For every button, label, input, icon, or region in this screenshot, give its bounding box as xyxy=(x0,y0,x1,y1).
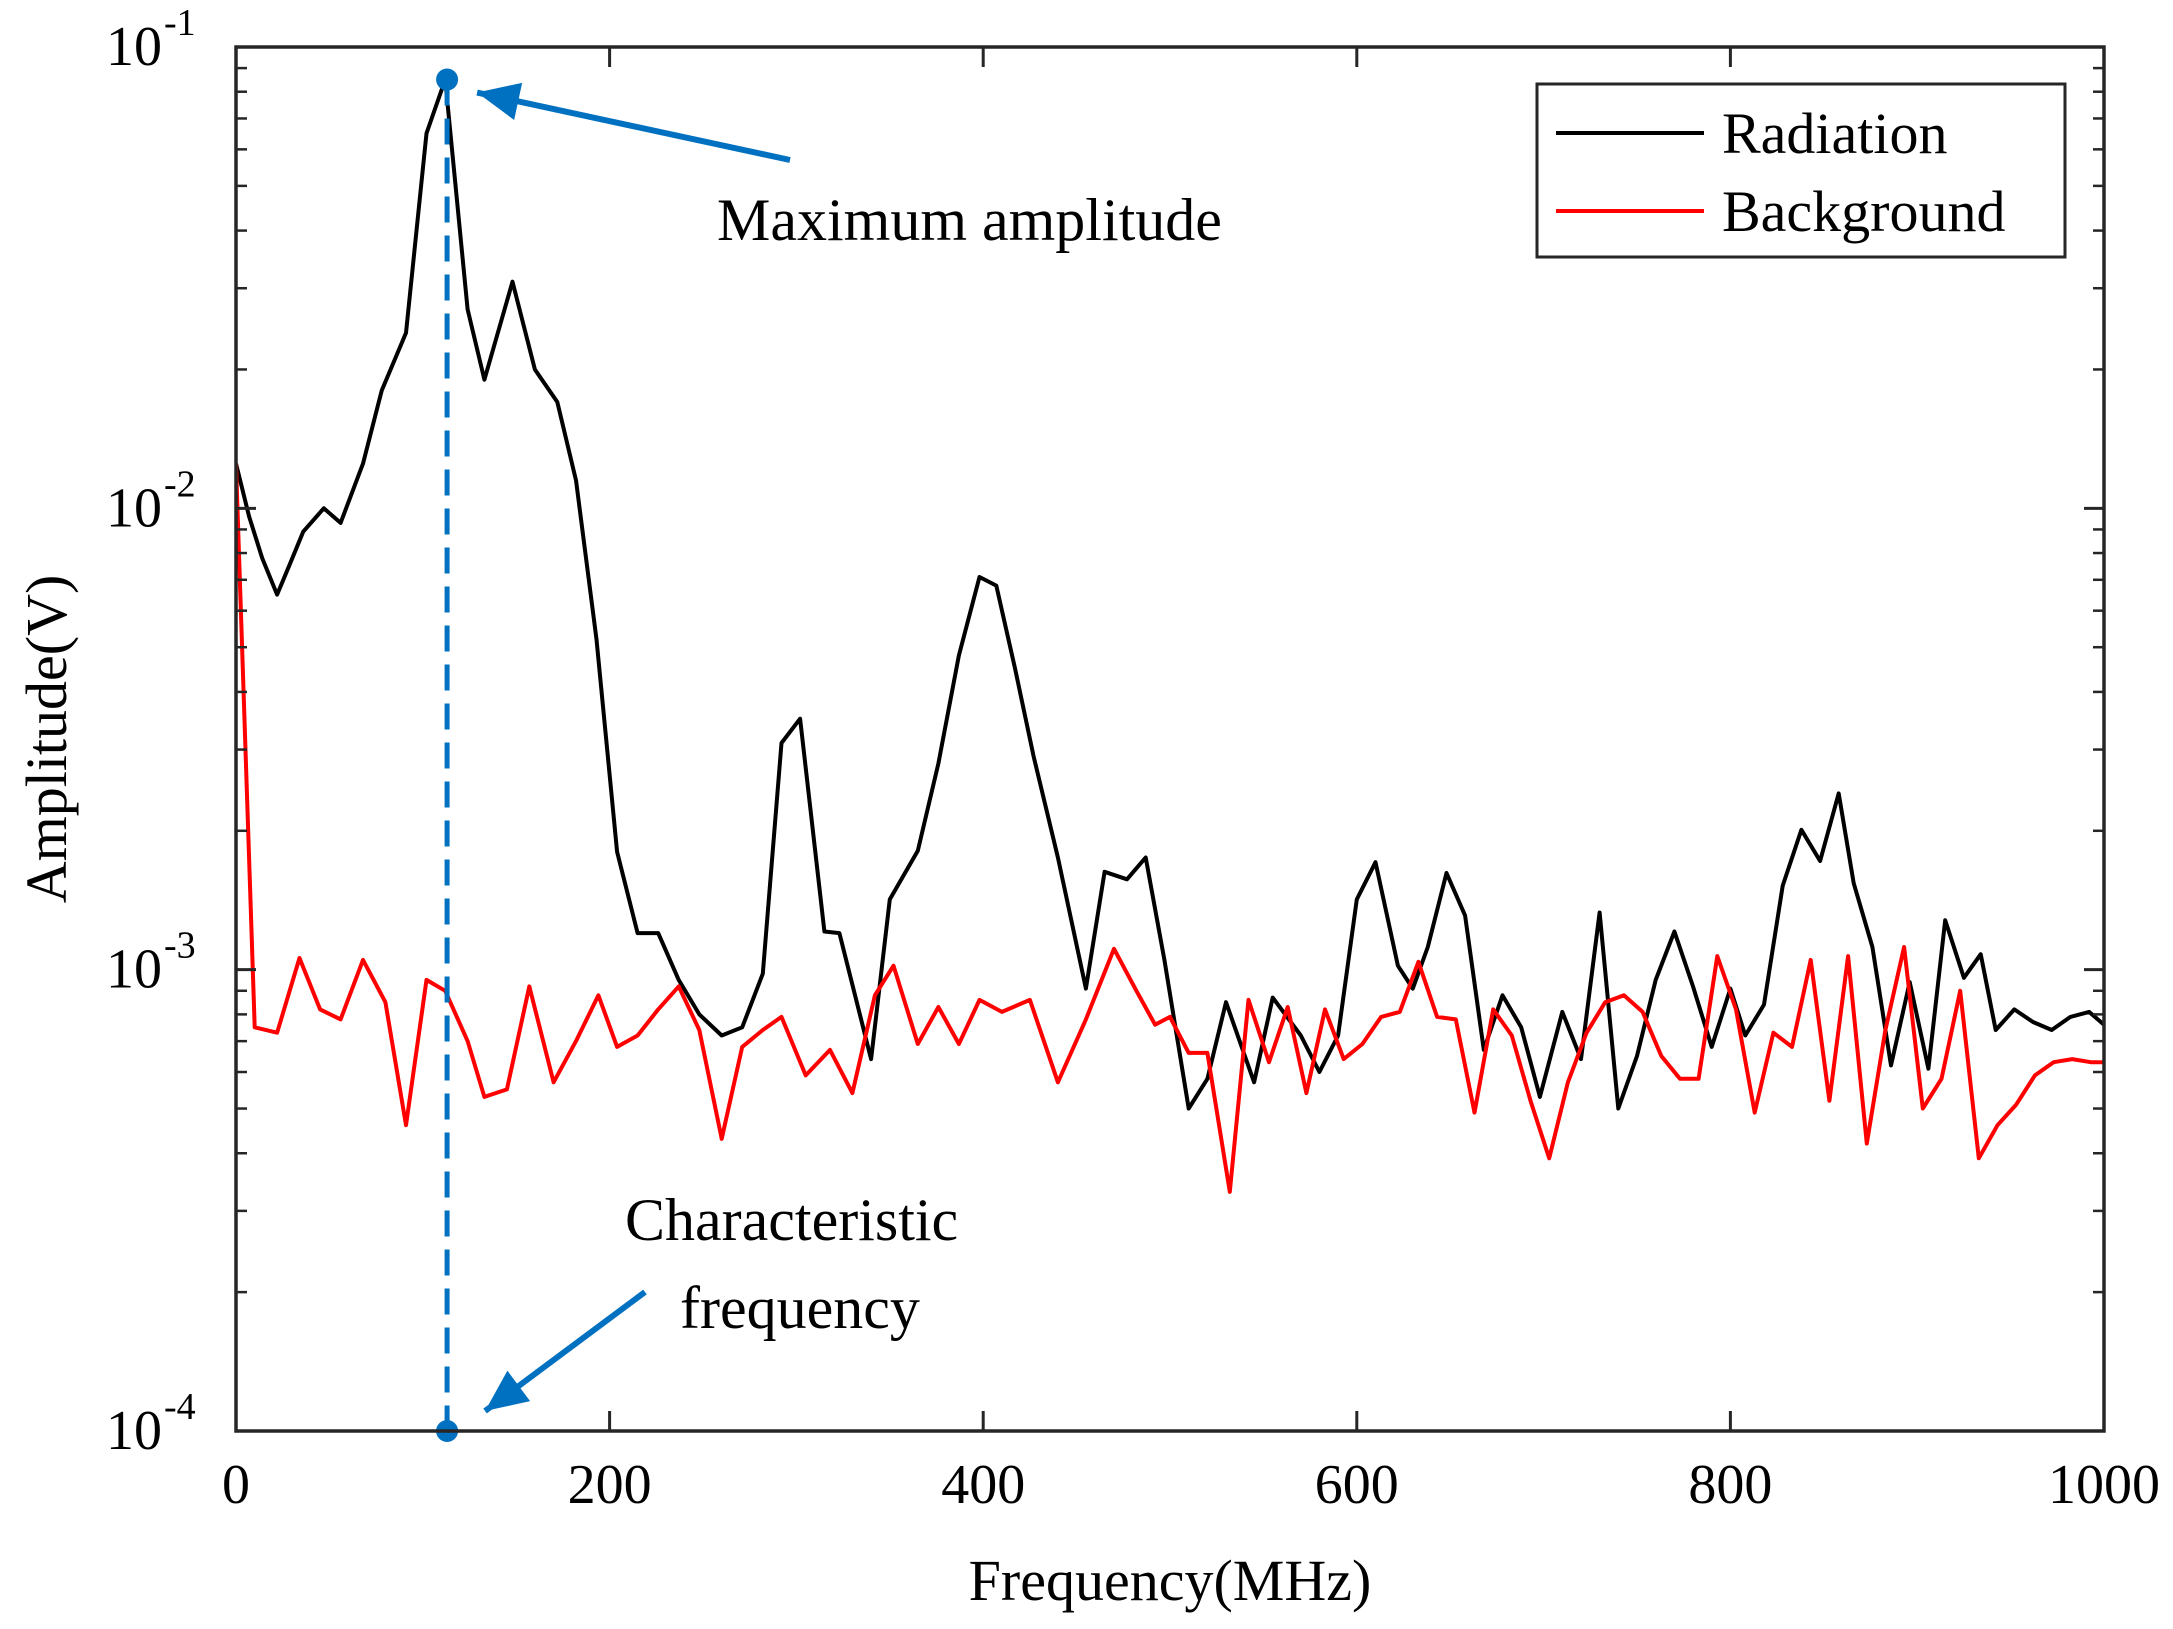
x-tick-label: 1000 xyxy=(2048,1454,2160,1516)
series-layer xyxy=(236,77,2104,1194)
y-tick-label-base: 10 xyxy=(106,939,162,1001)
legend-box xyxy=(1535,82,2067,259)
legend-label-radiation: Radiation xyxy=(1722,101,1948,166)
maximum-amplitude-marker xyxy=(436,68,459,91)
y-tick-label-exponent: -4 xyxy=(164,1386,196,1428)
x-axis-title: Frequency(MHz) xyxy=(969,1548,1372,1613)
y-tick-label-exponent: -2 xyxy=(164,463,196,505)
x-tick-label: 0 xyxy=(222,1454,250,1516)
y-tick-label: 10 -1 xyxy=(106,2,196,78)
x-tick-label: 600 xyxy=(1315,1454,1399,1516)
series-line-background xyxy=(236,463,2104,1194)
annotation-characteristic-line-2: frequency xyxy=(680,1275,920,1341)
y-tick-label: 10 -2 xyxy=(106,463,196,539)
y-axis-title: Amplitude(V) xyxy=(14,575,79,904)
x-tick-label: 200 xyxy=(568,1454,652,1516)
arrow-to-maximum-amplitude-shaft xyxy=(476,89,791,163)
y-tick-label-base: 10 xyxy=(106,1400,162,1462)
x-tick-label: 800 xyxy=(1688,1454,1772,1516)
arrow-to-maximum-amplitude-head xyxy=(477,82,523,120)
y-tick-label: 10 -4 xyxy=(106,1386,196,1462)
plot-frame xyxy=(234,45,2106,1433)
y-tick-label-base: 10 xyxy=(106,16,162,78)
x-tick-label: 400 xyxy=(941,1454,1025,1516)
legend-label-background: Background xyxy=(1722,179,2006,244)
y-tick-label-exponent: -1 xyxy=(164,2,196,44)
annotation-layer xyxy=(436,68,791,1442)
annotation-characteristic-line-1: Characteristic xyxy=(625,1187,958,1253)
y-tick-label-exponent: -3 xyxy=(164,925,196,967)
arrow-to-characteristic-frequency-head xyxy=(485,1370,531,1411)
y-tick-label-base: 10 xyxy=(106,477,162,539)
y-tick-label: 10 -3 xyxy=(106,925,196,1001)
legend: Radiation Background xyxy=(1535,82,2067,259)
series-line-radiation xyxy=(236,77,2104,1111)
annotation-maximum-amplitude: Maximum amplitude xyxy=(717,187,1222,253)
